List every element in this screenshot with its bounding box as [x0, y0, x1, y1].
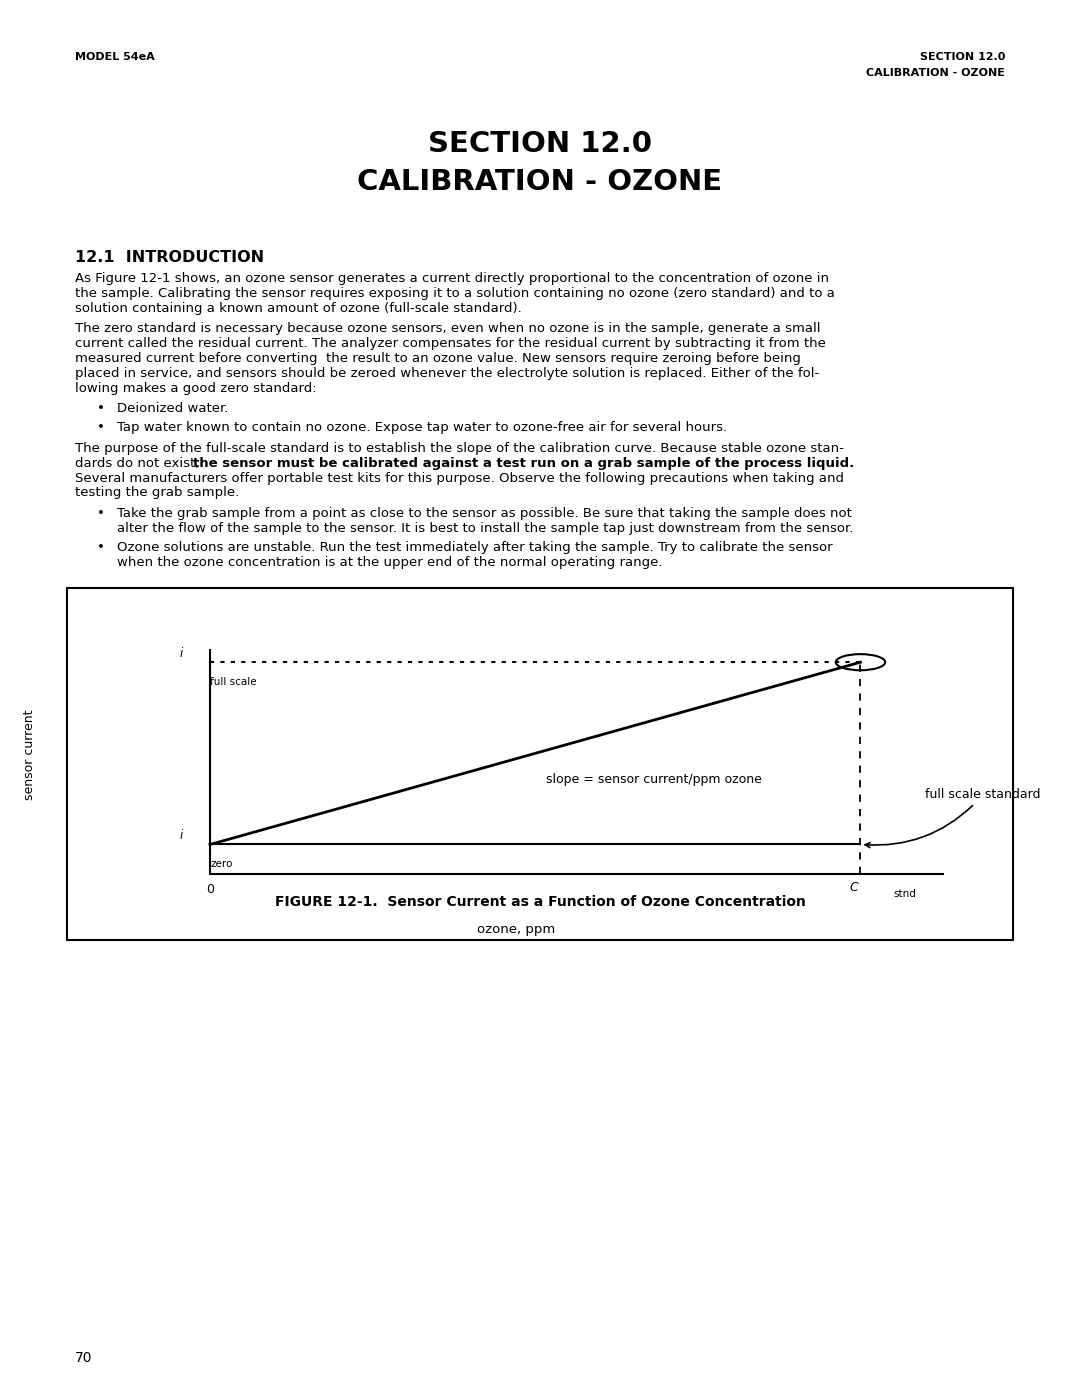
Text: lowing makes a good zero standard:: lowing makes a good zero standard: — [75, 381, 316, 394]
Text: Take the grab sample from a point as close to the sensor as possible. Be sure th: Take the grab sample from a point as clo… — [117, 507, 852, 520]
Text: current called the residual current. The analyzer compensates for the residual c: current called the residual current. The… — [75, 337, 826, 351]
Text: The zero standard is necessary because ozone sensors, even when no ozone is in t: The zero standard is necessary because o… — [75, 323, 821, 335]
Text: testing the grab sample.: testing the grab sample. — [75, 486, 240, 499]
Text: 0: 0 — [206, 883, 214, 895]
Text: 12.1  INTRODUCTION: 12.1 INTRODUCTION — [75, 250, 265, 265]
Text: MODEL 54eA: MODEL 54eA — [75, 52, 154, 61]
Text: when the ozone concentration is at the upper end of the normal operating range.: when the ozone concentration is at the u… — [117, 556, 662, 569]
Text: CALIBRATION - OZONE: CALIBRATION - OZONE — [866, 67, 1005, 77]
Text: •: • — [97, 422, 105, 434]
Text: FIGURE 12-1.  Sensor Current as a Function of Ozone Concentration: FIGURE 12-1. Sensor Current as a Functio… — [274, 895, 806, 909]
Text: slope = sensor current/ppm ozone: slope = sensor current/ppm ozone — [545, 773, 761, 785]
Text: stnd: stnd — [893, 888, 916, 900]
Text: CALIBRATION - OZONE: CALIBRATION - OZONE — [357, 168, 723, 196]
Text: alter the flow of the sample to the sensor. It is best to install the sample tap: alter the flow of the sample to the sens… — [117, 522, 853, 535]
Text: •: • — [97, 402, 105, 415]
Text: Ozone solutions are unstable. Run the test immediately after taking the sample. : Ozone solutions are unstable. Run the te… — [117, 541, 833, 553]
Text: the sample. Calibrating the sensor requires exposing it to a solution containing: the sample. Calibrating the sensor requi… — [75, 286, 835, 300]
Text: full scale standard: full scale standard — [865, 788, 1041, 848]
Text: The purpose of the full-scale standard is to establish the slope of the calibrat: The purpose of the full-scale standard i… — [75, 441, 843, 455]
Text: measured current before converting  the result to an ozone value. New sensors re: measured current before converting the r… — [75, 352, 801, 365]
Text: solution containing a known amount of ozone (full-scale standard).: solution containing a known amount of oz… — [75, 302, 522, 314]
Text: the sensor must be calibrated against a test run on a grab sample of the process: the sensor must be calibrated against a … — [193, 457, 854, 469]
Text: 70: 70 — [75, 1351, 93, 1365]
Text: $i$: $i$ — [179, 645, 184, 659]
Text: •: • — [97, 541, 105, 553]
Text: dards do not exist,: dards do not exist, — [75, 457, 204, 469]
Text: SECTION 12.0: SECTION 12.0 — [920, 52, 1005, 61]
Text: SECTION 12.0: SECTION 12.0 — [428, 130, 652, 158]
Text: placed in service, and sensors should be zeroed whenever the electrolyte solutio: placed in service, and sensors should be… — [75, 367, 820, 380]
Text: sensor current: sensor current — [23, 710, 36, 799]
Text: ozone, ppm: ozone, ppm — [477, 923, 556, 936]
Bar — [67, 588, 1013, 940]
Text: Deionized water.: Deionized water. — [117, 402, 228, 415]
Text: Tap water known to contain no ozone. Expose tap water to ozone-free air for seve: Tap water known to contain no ozone. Exp… — [117, 422, 727, 434]
Text: $i$: $i$ — [179, 828, 184, 842]
Text: zero: zero — [210, 859, 232, 869]
Text: Several manufacturers offer portable test kits for this purpose. Observe the fol: Several manufacturers offer portable tes… — [75, 472, 843, 485]
Text: $C$: $C$ — [849, 880, 860, 894]
Text: As Figure 12-1 shows, an ozone sensor generates a current directly proportional : As Figure 12-1 shows, an ozone sensor ge… — [75, 272, 829, 285]
Text: full scale: full scale — [210, 678, 257, 687]
Text: •: • — [97, 507, 105, 520]
